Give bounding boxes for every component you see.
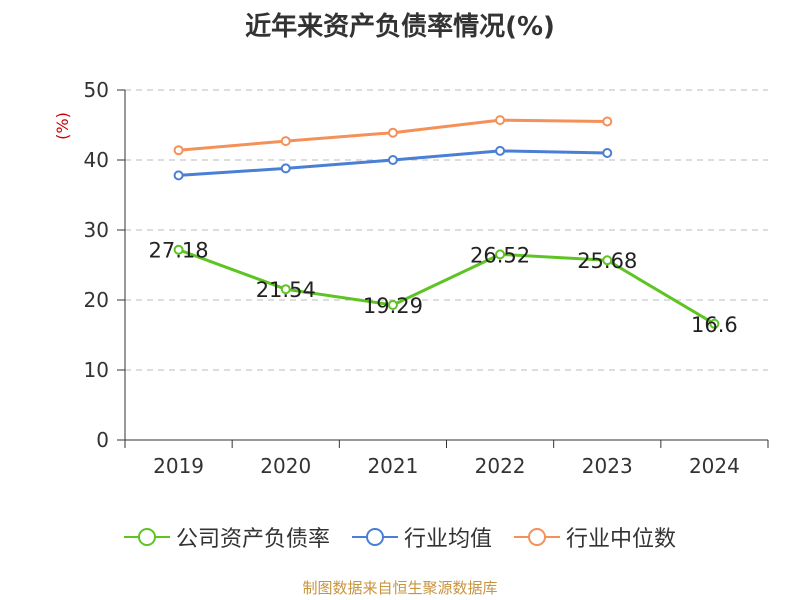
data-point [173, 170, 184, 181]
source-note: 制图数据来自恒生聚源数据库 [302, 579, 498, 597]
legend-label-company: 公司资产负债率 [175, 527, 330, 552]
legend-marker-industry-mean [351, 528, 398, 546]
legend-item-industry-mean[interactable]: 行业均值 [351, 521, 492, 553]
data-label: 21.54 [256, 278, 316, 302]
data-point [602, 116, 613, 127]
y-tick-label: 10 [84, 358, 109, 382]
x-tick-label: 2024 [689, 454, 740, 478]
data-point [495, 145, 506, 156]
data-point [602, 148, 613, 158]
data-label: 27.18 [149, 239, 209, 263]
x-tick-label: 2021 [367, 454, 418, 478]
data-label: 16.6 [691, 313, 738, 337]
y-tick-label: 20 [84, 288, 109, 312]
chart-title: 近年来资产负债率情况(%) [245, 12, 555, 42]
data-label: 25.68 [577, 249, 637, 273]
legend-item-company[interactable]: 公司资产负债率 [123, 521, 330, 553]
data-point [387, 299, 398, 310]
data-point [387, 155, 398, 165]
legend-marker-industry-median [514, 528, 560, 546]
legend-item-industry-median[interactable]: 行业中位数 [514, 521, 676, 553]
y-tick-label: 30 [84, 218, 109, 242]
y-tick-label: 0 [96, 428, 109, 452]
legend-label-industry-median: 行业中位数 [566, 527, 677, 552]
data-point [280, 163, 291, 174]
x-tick-label: 2019 [153, 454, 204, 478]
legend-label-industry-mean: 行业均值 [403, 527, 492, 552]
y-tick-label: 50 [84, 78, 109, 102]
legend: 公司资产负债率 行业均值 行业中位数 [0, 522, 800, 552]
data-point [280, 136, 291, 147]
data-point [495, 249, 506, 260]
data-point [173, 244, 184, 255]
data-point [387, 127, 398, 138]
data-point [173, 145, 184, 156]
data-label: 26.52 [470, 243, 530, 267]
data-label: 19.29 [363, 294, 423, 318]
data-point [495, 115, 506, 126]
data-point [709, 318, 720, 329]
legend-marker-company [123, 528, 170, 546]
x-tick-label: 2023 [582, 454, 633, 478]
data-point [280, 284, 291, 295]
x-tick-label: 2020 [260, 454, 311, 478]
x-tick-label: 2022 [475, 454, 526, 478]
y-tick-label: 40 [84, 148, 109, 172]
y-axis-label: (%) [53, 112, 72, 140]
data-point [602, 255, 613, 266]
series-line [178, 248, 716, 326]
